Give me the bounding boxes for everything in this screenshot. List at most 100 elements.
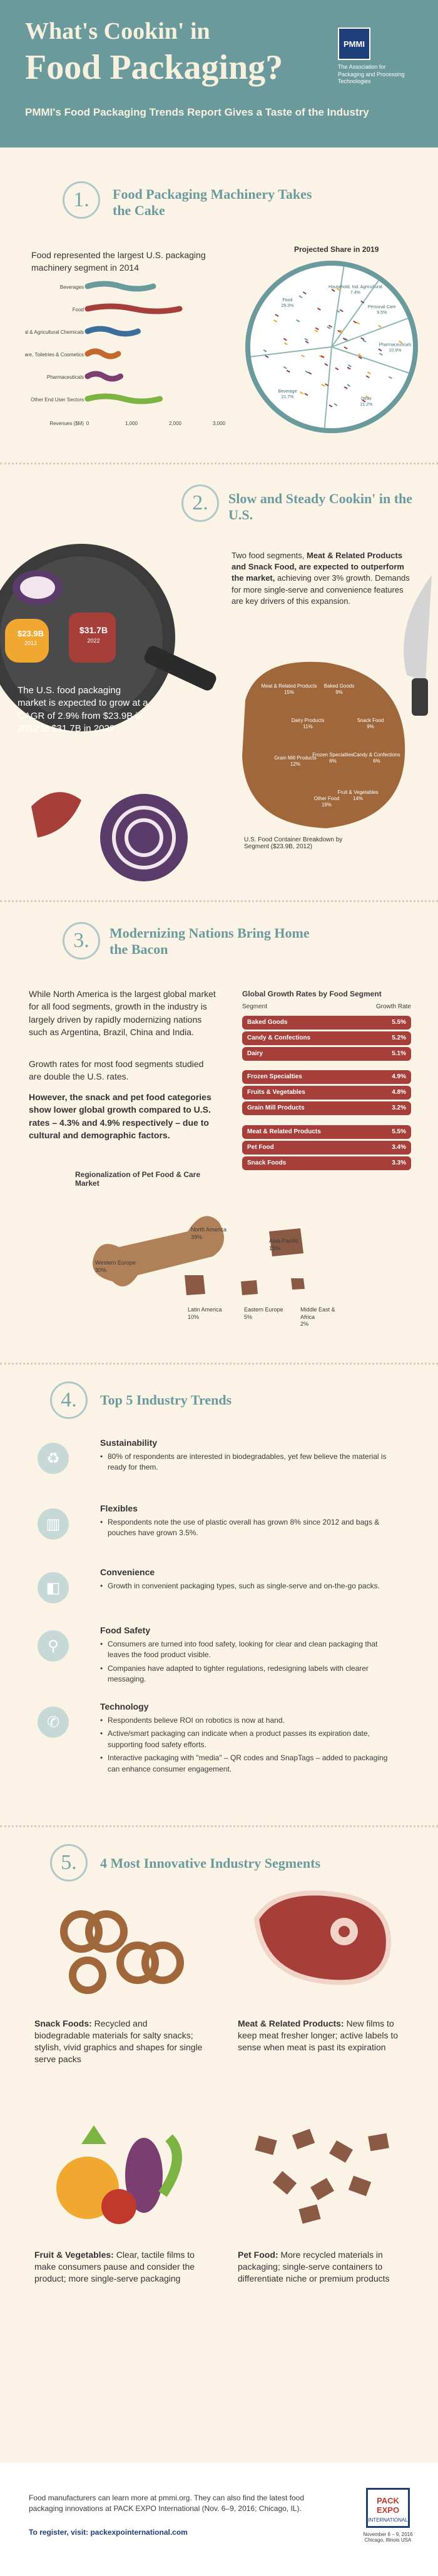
sprinkle xyxy=(304,393,308,396)
region-value: 5% xyxy=(244,1313,253,1320)
bar xyxy=(84,371,123,382)
trend-bullet: Companies have adapted to tighter regula… xyxy=(100,1663,394,1685)
rate-value: 5.2% xyxy=(392,1035,406,1041)
sprinkle xyxy=(347,384,351,387)
sprinkle xyxy=(344,346,348,349)
phone-icon: ✆ xyxy=(38,1706,69,1738)
bar xyxy=(84,393,163,404)
trend-bullet: Growth in convenient packaging types, su… xyxy=(100,1581,394,1592)
rate-row: Dairy 5.1% xyxy=(242,1047,411,1061)
rate-row: Pet Food 3.4% xyxy=(242,1141,411,1155)
section1-intro: Food represented the largest U.S. packag… xyxy=(31,250,206,273)
bar-label: Pharmaceuticals xyxy=(47,374,84,380)
cup-icon: ◧ xyxy=(38,1572,69,1603)
sprinkle xyxy=(334,403,338,406)
sprinkle xyxy=(388,376,392,379)
trend-bullet: Respondents believe ROI on robotics is n… xyxy=(100,1715,394,1727)
region-value: 15% xyxy=(269,1245,281,1251)
subtitle: PMMI's Food Packaging Trends Report Give… xyxy=(25,106,369,118)
section3-para1: While North America is the largest globa… xyxy=(29,989,216,1037)
bar-label: Other End User Sectors xyxy=(31,397,84,403)
steak-illustration xyxy=(253,1890,391,1985)
footer-text: Food manufacturers can learn more at pmm… xyxy=(29,2493,305,2513)
slice-value: 21.7% xyxy=(282,395,294,399)
x-tick: 1,000 xyxy=(125,421,138,426)
sprinkle xyxy=(365,395,370,399)
cake-pie-chart: Household, Ind. Agricultural 7.4% Personal… xyxy=(245,261,418,433)
sprinkle xyxy=(378,348,382,352)
sprinkle xyxy=(283,342,288,346)
sprinkle xyxy=(339,309,344,313)
sprinkle xyxy=(356,321,360,325)
trend-item: ◧ Convenience Growth in convenient packagi… xyxy=(25,1567,413,1630)
rate-row: Baked Goods 5.5% xyxy=(242,1016,411,1030)
sprinkle xyxy=(358,356,362,359)
board-label: Other Food xyxy=(314,796,339,801)
trend-bullets: Consumers are turned into food safety, l… xyxy=(100,1639,394,1688)
sprinkle xyxy=(347,364,352,368)
sprinkle xyxy=(337,329,342,333)
sprinkle xyxy=(342,338,347,341)
sprinkle xyxy=(353,320,357,324)
bar-label: Beverages xyxy=(60,284,84,290)
rate-row: Frozen Specialties 4.9% xyxy=(242,1070,411,1084)
sprinkle xyxy=(360,337,365,341)
region-value: 39% xyxy=(191,1233,203,1240)
sprinkle xyxy=(365,375,370,379)
sprinkle xyxy=(336,309,340,313)
board-label: Snack Food xyxy=(357,718,384,723)
sprinkle xyxy=(327,326,331,329)
pretzel-illustration xyxy=(60,1910,184,1994)
sprinkle xyxy=(339,329,344,333)
pet-title: Regionalization of Pet Food & Care Marke… xyxy=(75,1170,201,1188)
trend-bullets: Respondents believe ROI on robotics is n… xyxy=(100,1715,394,1777)
divider xyxy=(0,463,438,464)
pack-expo-badge: PACK EXPO INTERNATIONAL xyxy=(366,2488,410,2528)
rate-value: 3.2% xyxy=(392,1105,406,1111)
slice-value: 21.2% xyxy=(360,403,373,407)
trend-item: ♻ Sustainability 80% of respondents are in… xyxy=(25,1438,413,1500)
sprinkle xyxy=(301,354,305,358)
rate-value: 5.5% xyxy=(392,1019,406,1026)
slice-value: 29.3% xyxy=(281,304,293,308)
slice-label: Pharmaceuticals xyxy=(379,343,412,347)
sprinkle xyxy=(283,338,287,341)
section3-title: Modernizing Nations Bring Home the Bacon xyxy=(109,925,310,958)
segment-name: Meat & Related Products: xyxy=(238,2018,344,2028)
sprinkle xyxy=(357,353,362,357)
trend-bullets: 80% of respondents are interested in bio… xyxy=(100,1451,394,1476)
board-value: 12% xyxy=(290,761,300,767)
sprinkle xyxy=(302,291,307,295)
machinery-bar-chart: Beverages Food Household, Industrial & Agr… xyxy=(25,281,226,426)
sprinkle xyxy=(298,295,303,299)
sprinkle xyxy=(399,340,403,344)
sprinkle xyxy=(325,383,329,386)
logo-mark: PMMI xyxy=(338,28,370,60)
trend-heading: Sustainability xyxy=(100,1438,158,1448)
register-link[interactable]: To register, visit: packexpointernationa… xyxy=(29,2528,188,2537)
sprinkle xyxy=(328,404,333,408)
trend-item: ▥ Flexibles Respondents note the use of pl… xyxy=(25,1503,413,1566)
bar xyxy=(84,348,121,359)
board-value: 19% xyxy=(322,802,332,808)
board-value: 9% xyxy=(367,724,374,729)
expo-dates: November 6 – 9, 2016 Chicago, Illinois U… xyxy=(363,2532,413,2543)
sprinkle xyxy=(328,324,332,328)
board-value: 14% xyxy=(353,796,363,801)
sprinkle xyxy=(286,369,290,373)
trend-heading: Technology xyxy=(100,1701,149,1711)
segment-name: Fruit & Vegetables: xyxy=(34,2250,114,2260)
pie-title: Projected Share in 2019 xyxy=(294,245,379,254)
rate-row: Snack Foods 3.3% xyxy=(242,1156,411,1170)
slice-label: Personal Care xyxy=(368,305,396,309)
pet-food-illustration xyxy=(255,2128,389,2224)
bar xyxy=(84,326,141,337)
slice-edge xyxy=(331,266,345,348)
segment-desc: Clear, tactile films to make consumers p… xyxy=(34,2250,195,2283)
slice-edge xyxy=(331,280,379,348)
rate-segment: Baked Goods xyxy=(247,1019,288,1026)
x-axis-label: Revenues ($M) xyxy=(49,421,84,426)
board-label: Dairy Products xyxy=(292,718,324,723)
slice-edge xyxy=(250,346,332,358)
section1-number: 1. xyxy=(63,181,100,219)
